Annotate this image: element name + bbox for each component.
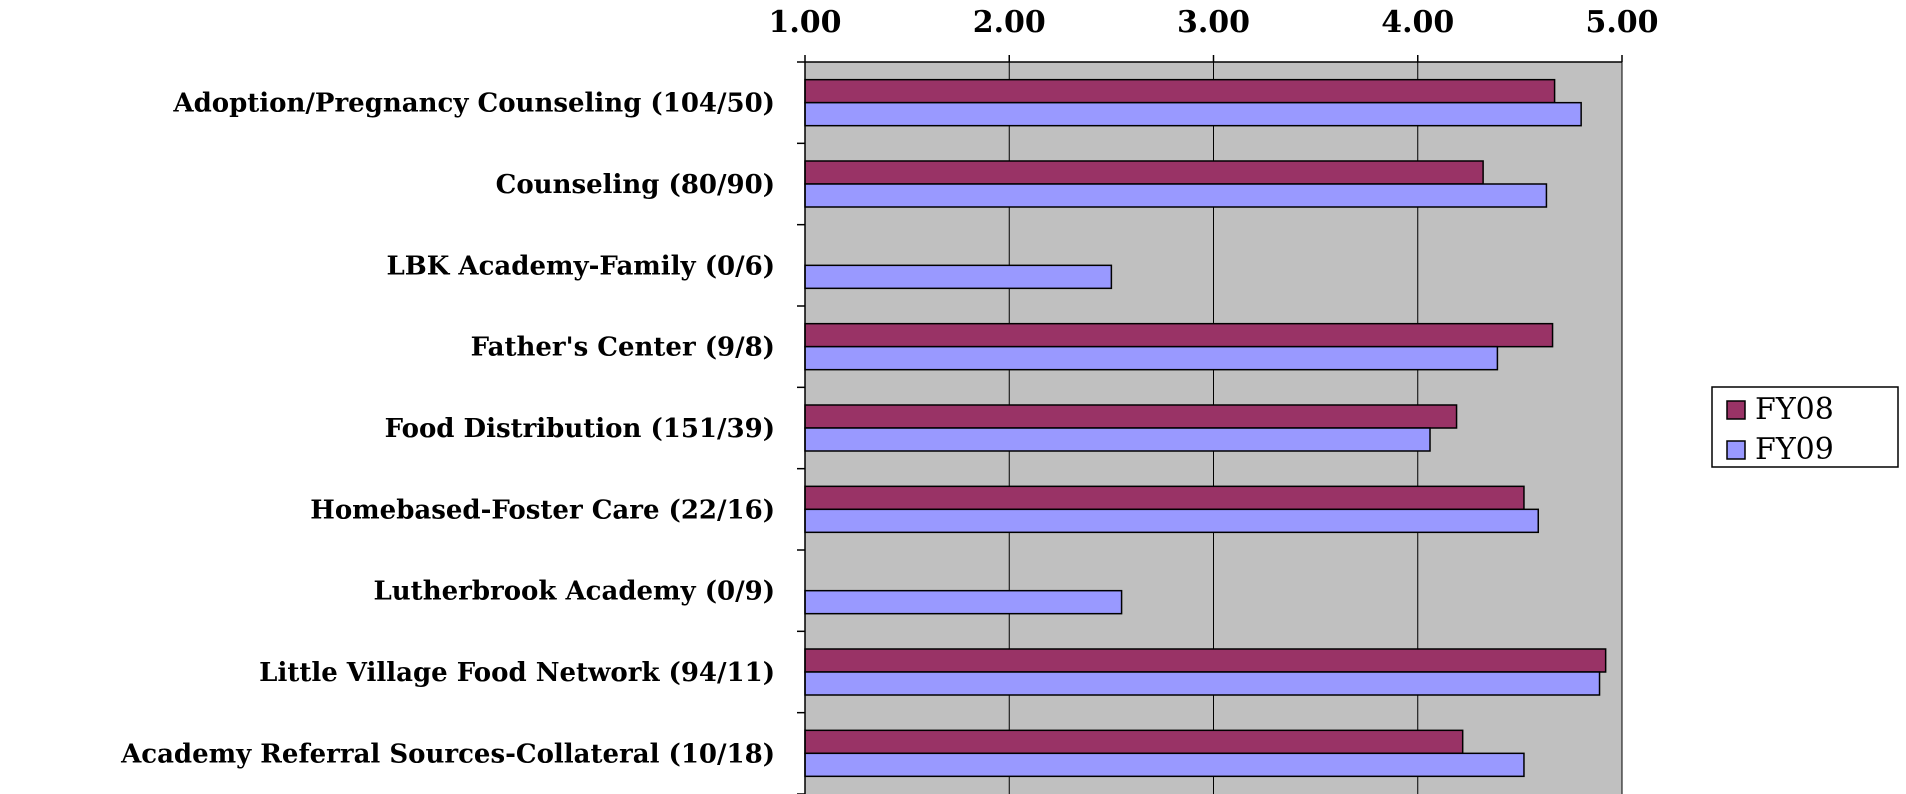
axes (797, 55, 1623, 794)
bar-fy08 (804, 729, 1464, 755)
x-tick-label: 2.00 (973, 5, 1046, 40)
category-label: Adoption/Pregnancy Counseling (104/50) (172, 89, 775, 119)
category-label: Homebased-Foster Care (22/16) (310, 495, 775, 525)
bar-fy08 (804, 160, 1484, 185)
x-tick-labels: 1.00 2.00 3.00 4.00 5.00 (768, 5, 1658, 40)
bar-fy09 (804, 671, 1601, 696)
bar-fy09 (804, 427, 1431, 452)
legend-label-fy08: FY08 (1755, 392, 1834, 427)
legend-swatch-fy08 (1726, 400, 1746, 420)
category-label: Little Village Food Network (94/11) (259, 658, 775, 688)
bar-fy08 (804, 648, 1607, 673)
legend: FY08 FY09 (1711, 386, 1899, 468)
legend-swatch-fy09 (1726, 440, 1746, 460)
bar-fy08 (804, 322, 1554, 348)
bar-fy08 (804, 404, 1458, 429)
bar-fy08 (804, 485, 1525, 511)
category-label: LBK Academy-Family (0/6) (387, 251, 775, 281)
category-label: Counseling (80/90) (496, 170, 775, 200)
legend-label-fy09: FY09 (1755, 432, 1834, 467)
bar-fy08 (804, 78, 1556, 104)
bar-fy09 (804, 264, 1113, 290)
category-labels: Adoption/Pregnancy Counseling (104/50) Co… (120, 89, 775, 770)
bar-fy09 (804, 752, 1525, 778)
category-label: Academy Referral Sources-Collateral (10/… (120, 739, 775, 769)
x-tick-label: 5.00 (1585, 5, 1658, 40)
bars (804, 78, 1607, 778)
bar-fy09 (804, 183, 1548, 208)
x-tick-label: 4.00 (1381, 5, 1454, 40)
x-tick-label: 1.00 (768, 5, 841, 40)
category-label: Lutherbrook Academy (0/9) (374, 577, 776, 607)
x-tick-label: 3.00 (1177, 5, 1250, 40)
bar-fy09 (804, 589, 1123, 615)
category-label: Father's Center (9/8) (471, 333, 775, 363)
bar-fy09 (804, 508, 1540, 534)
bar-fy09 (804, 345, 1499, 371)
bar-fy09 (804, 101, 1582, 127)
category-label: Food Distribution (151/39) (385, 414, 775, 444)
